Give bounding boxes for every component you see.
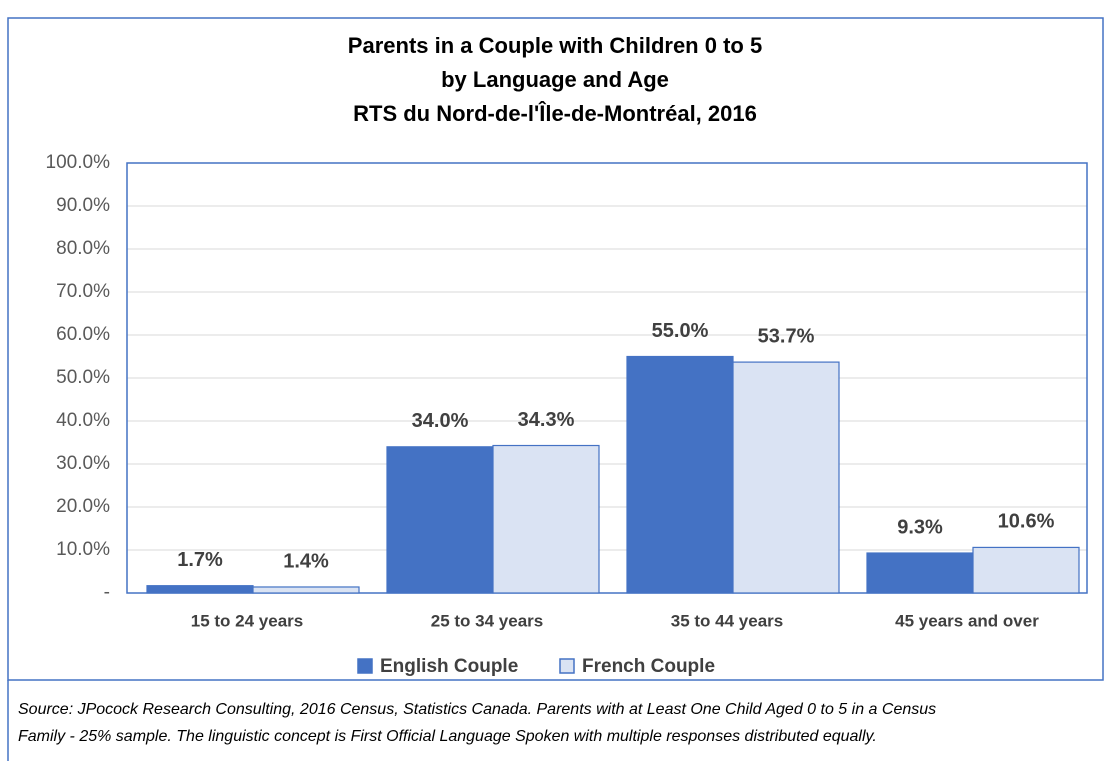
chart-title: RTS du Nord-de-l'Île-de-Montréal, 2016 [353, 101, 757, 126]
bar [492, 444, 600, 594]
bar [866, 552, 974, 594]
y-tick-label: 70.0% [56, 281, 110, 302]
bar [386, 446, 494, 594]
y-tick-label: 20.0% [56, 496, 110, 517]
value-label: 34.3% [518, 409, 575, 431]
chart-title: by Language and Age [441, 67, 669, 92]
value-label: 1.4% [283, 550, 329, 572]
value-label: 10.6% [998, 511, 1055, 533]
y-tick-label: 30.0% [56, 453, 110, 474]
y-tick-label: 40.0% [56, 410, 110, 431]
x-tick-label: 25 to 34 years [431, 611, 543, 630]
bar [972, 546, 1080, 594]
bar [252, 586, 360, 594]
y-tick-label: - [104, 582, 110, 603]
legend-swatch [559, 658, 575, 674]
source-note: Source: JPocock Research Consulting, 201… [18, 701, 936, 718]
y-tick-label: 10.0% [56, 539, 110, 560]
y-tick-label: 60.0% [56, 324, 110, 345]
bar [626, 355, 734, 594]
x-tick-label: 15 to 24 years [191, 611, 303, 630]
legend-label: English Couple [380, 656, 518, 677]
y-tick-label: 90.0% [56, 195, 110, 216]
value-label: 9.3% [897, 516, 943, 538]
y-tick-label: 80.0% [56, 238, 110, 259]
value-label: 34.0% [412, 410, 469, 432]
x-tick-label: 35 to 44 years [671, 611, 783, 630]
value-label: 53.7% [758, 325, 815, 347]
value-label: 1.7% [177, 549, 223, 571]
source-note: Family - 25% sample. The linguistic conc… [18, 728, 877, 745]
y-tick-label: 100.0% [46, 152, 111, 173]
y-tick-label: 50.0% [56, 367, 110, 388]
value-label: 55.0% [652, 320, 709, 342]
legend-swatch [357, 658, 373, 674]
bar [732, 361, 840, 594]
x-tick-label: 45 years and over [895, 611, 1039, 630]
legend-label: French Couple [582, 656, 715, 677]
chart-title: Parents in a Couple with Children 0 to 5 [348, 33, 762, 58]
bar [146, 585, 254, 594]
plot-border [126, 162, 1088, 594]
